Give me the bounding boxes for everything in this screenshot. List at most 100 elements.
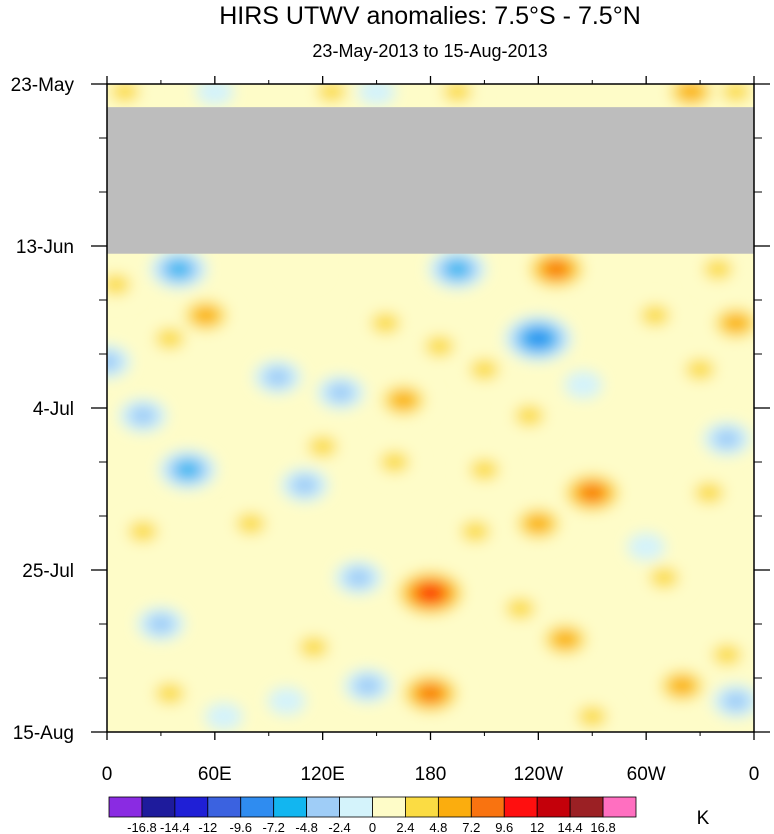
anomaly-field <box>107 84 754 732</box>
anomaly-blob <box>649 567 679 588</box>
colorbar-label: -9.6 <box>230 820 252 834</box>
anomaly-blob <box>640 305 670 326</box>
chart-subtitle: 23-May-2013 to 15-Aug-2013 <box>312 41 547 61</box>
anomaly-blob <box>627 532 666 561</box>
x-tick-label: 0 <box>102 764 113 785</box>
y-tick-label: 4-Jul <box>33 399 74 420</box>
x-tick-label: 60E <box>198 764 232 785</box>
anomaly-blob <box>371 312 400 334</box>
x-tick-label: 120W <box>514 764 564 785</box>
y-tick-label: 23-May <box>11 75 75 96</box>
anomaly-blob <box>107 351 122 372</box>
anomaly-blob <box>155 683 185 704</box>
colorbar-swatch <box>339 796 373 818</box>
anomaly-blob <box>107 274 131 295</box>
colorbar-label: -4.8 <box>295 820 317 834</box>
anomaly-blob <box>299 636 329 658</box>
anomaly-blob <box>712 428 742 450</box>
anomaly-blob <box>525 515 551 533</box>
colorbar-units: K <box>697 808 710 829</box>
anomaly-blob <box>721 84 751 102</box>
anomaly-blob <box>669 677 695 695</box>
anomaly-blob <box>110 84 140 102</box>
anomaly-blob <box>155 328 185 349</box>
anomaly-blob <box>357 84 396 106</box>
anomaly-blob <box>317 84 347 102</box>
colorbar-swatch <box>437 796 472 818</box>
anomaly-blob <box>443 84 472 102</box>
y-axis: 23-May 13-Jun 4-Jul 25-Jul 15-Aug <box>11 75 770 744</box>
colorbar-label: 2.4 <box>396 820 414 834</box>
anomaly-blob <box>552 630 578 649</box>
colorbar-swatch <box>273 796 308 818</box>
anomaly-blob <box>308 436 338 457</box>
colorbar-swatch <box>602 796 637 818</box>
anomaly-blob <box>263 366 293 388</box>
anomaly-blob <box>380 451 409 473</box>
colorbar-label: 9.6 <box>495 820 513 834</box>
colorbar-swatch <box>503 796 538 818</box>
anomaly-blob <box>703 258 733 280</box>
colorbar-label: -16.8 <box>127 820 157 834</box>
x-tick-label: 60W <box>627 764 666 785</box>
anomaly-blob <box>564 370 603 399</box>
anomaly-blob <box>712 644 742 666</box>
colorbar-swatch <box>108 796 143 818</box>
colorbar-swatch <box>569 796 604 818</box>
anomaly-blob <box>419 685 442 702</box>
anomaly-blob <box>290 474 320 496</box>
x-axis: 0 60E 120E 180 120W 60W 0 <box>102 76 760 785</box>
anomaly-blob <box>721 690 751 712</box>
anomaly-blob <box>353 675 382 696</box>
anomaly-blob <box>236 513 266 534</box>
colorbar-label: 16.8 <box>590 820 615 834</box>
y-tick-label: 25-Jul <box>22 561 74 582</box>
colorbar-label: 7.2 <box>462 820 480 834</box>
colorbar-swatch <box>174 796 209 818</box>
colorbar-swatch <box>207 796 242 818</box>
anomaly-blob <box>391 391 416 409</box>
plot-area <box>107 84 754 732</box>
colorbar-label: 0 <box>369 820 376 834</box>
colorbar-swatch <box>536 796 571 818</box>
anomaly-blob <box>514 405 544 426</box>
colorbar-label: 12 <box>530 820 544 834</box>
colorbar-label: 14.4 <box>557 820 582 834</box>
y-tick-label: 15-Aug <box>13 723 74 744</box>
anomaly-blob <box>470 359 499 380</box>
colorbar-label: -7.2 <box>262 820 284 834</box>
colorbar-label: -2.4 <box>328 820 350 834</box>
colorbar: -16.8 -14.4 -12 -9.6 -7.2 -4.8 -2.4 0 2.4 4.8 7.2 9… <box>108 796 710 834</box>
anomaly-blob <box>204 702 243 731</box>
x-tick-label: 0 <box>749 764 760 785</box>
anomaly-blob <box>425 336 454 357</box>
anomaly-blob <box>267 687 306 716</box>
anomaly-blob <box>419 586 442 601</box>
anomaly-blob <box>285 255 324 284</box>
anomaly-blob <box>175 461 201 479</box>
colorbar-swatch <box>372 796 406 818</box>
x-tick-label: 180 <box>415 764 447 785</box>
anomaly-blob <box>128 521 158 542</box>
missing-data-band <box>107 107 754 254</box>
anomaly-blob <box>505 598 535 619</box>
anomaly-blob <box>193 306 219 324</box>
anomaly-blob <box>344 567 374 588</box>
anomaly-blob <box>128 405 158 426</box>
y-tick-label: 13-Jun <box>16 237 74 258</box>
anomaly-blob <box>723 314 749 332</box>
anomaly-blob <box>580 485 604 501</box>
colorbar-label: 4.8 <box>429 820 447 834</box>
anomaly-blob <box>678 84 704 101</box>
chart-title: HIRS UTWV anomalies: 7.5°S - 7.5°N <box>219 2 641 30</box>
anomaly-blob <box>577 706 607 727</box>
anomaly-blob <box>544 261 568 277</box>
anomaly-blob <box>146 613 176 635</box>
anomaly-blob <box>445 260 470 278</box>
anomaly-blob <box>694 482 724 504</box>
colorbar-swatch <box>405 796 439 818</box>
colorbar-swatch <box>240 796 275 818</box>
colorbar-swatch <box>306 796 340 818</box>
anomaly-blob <box>195 84 234 106</box>
